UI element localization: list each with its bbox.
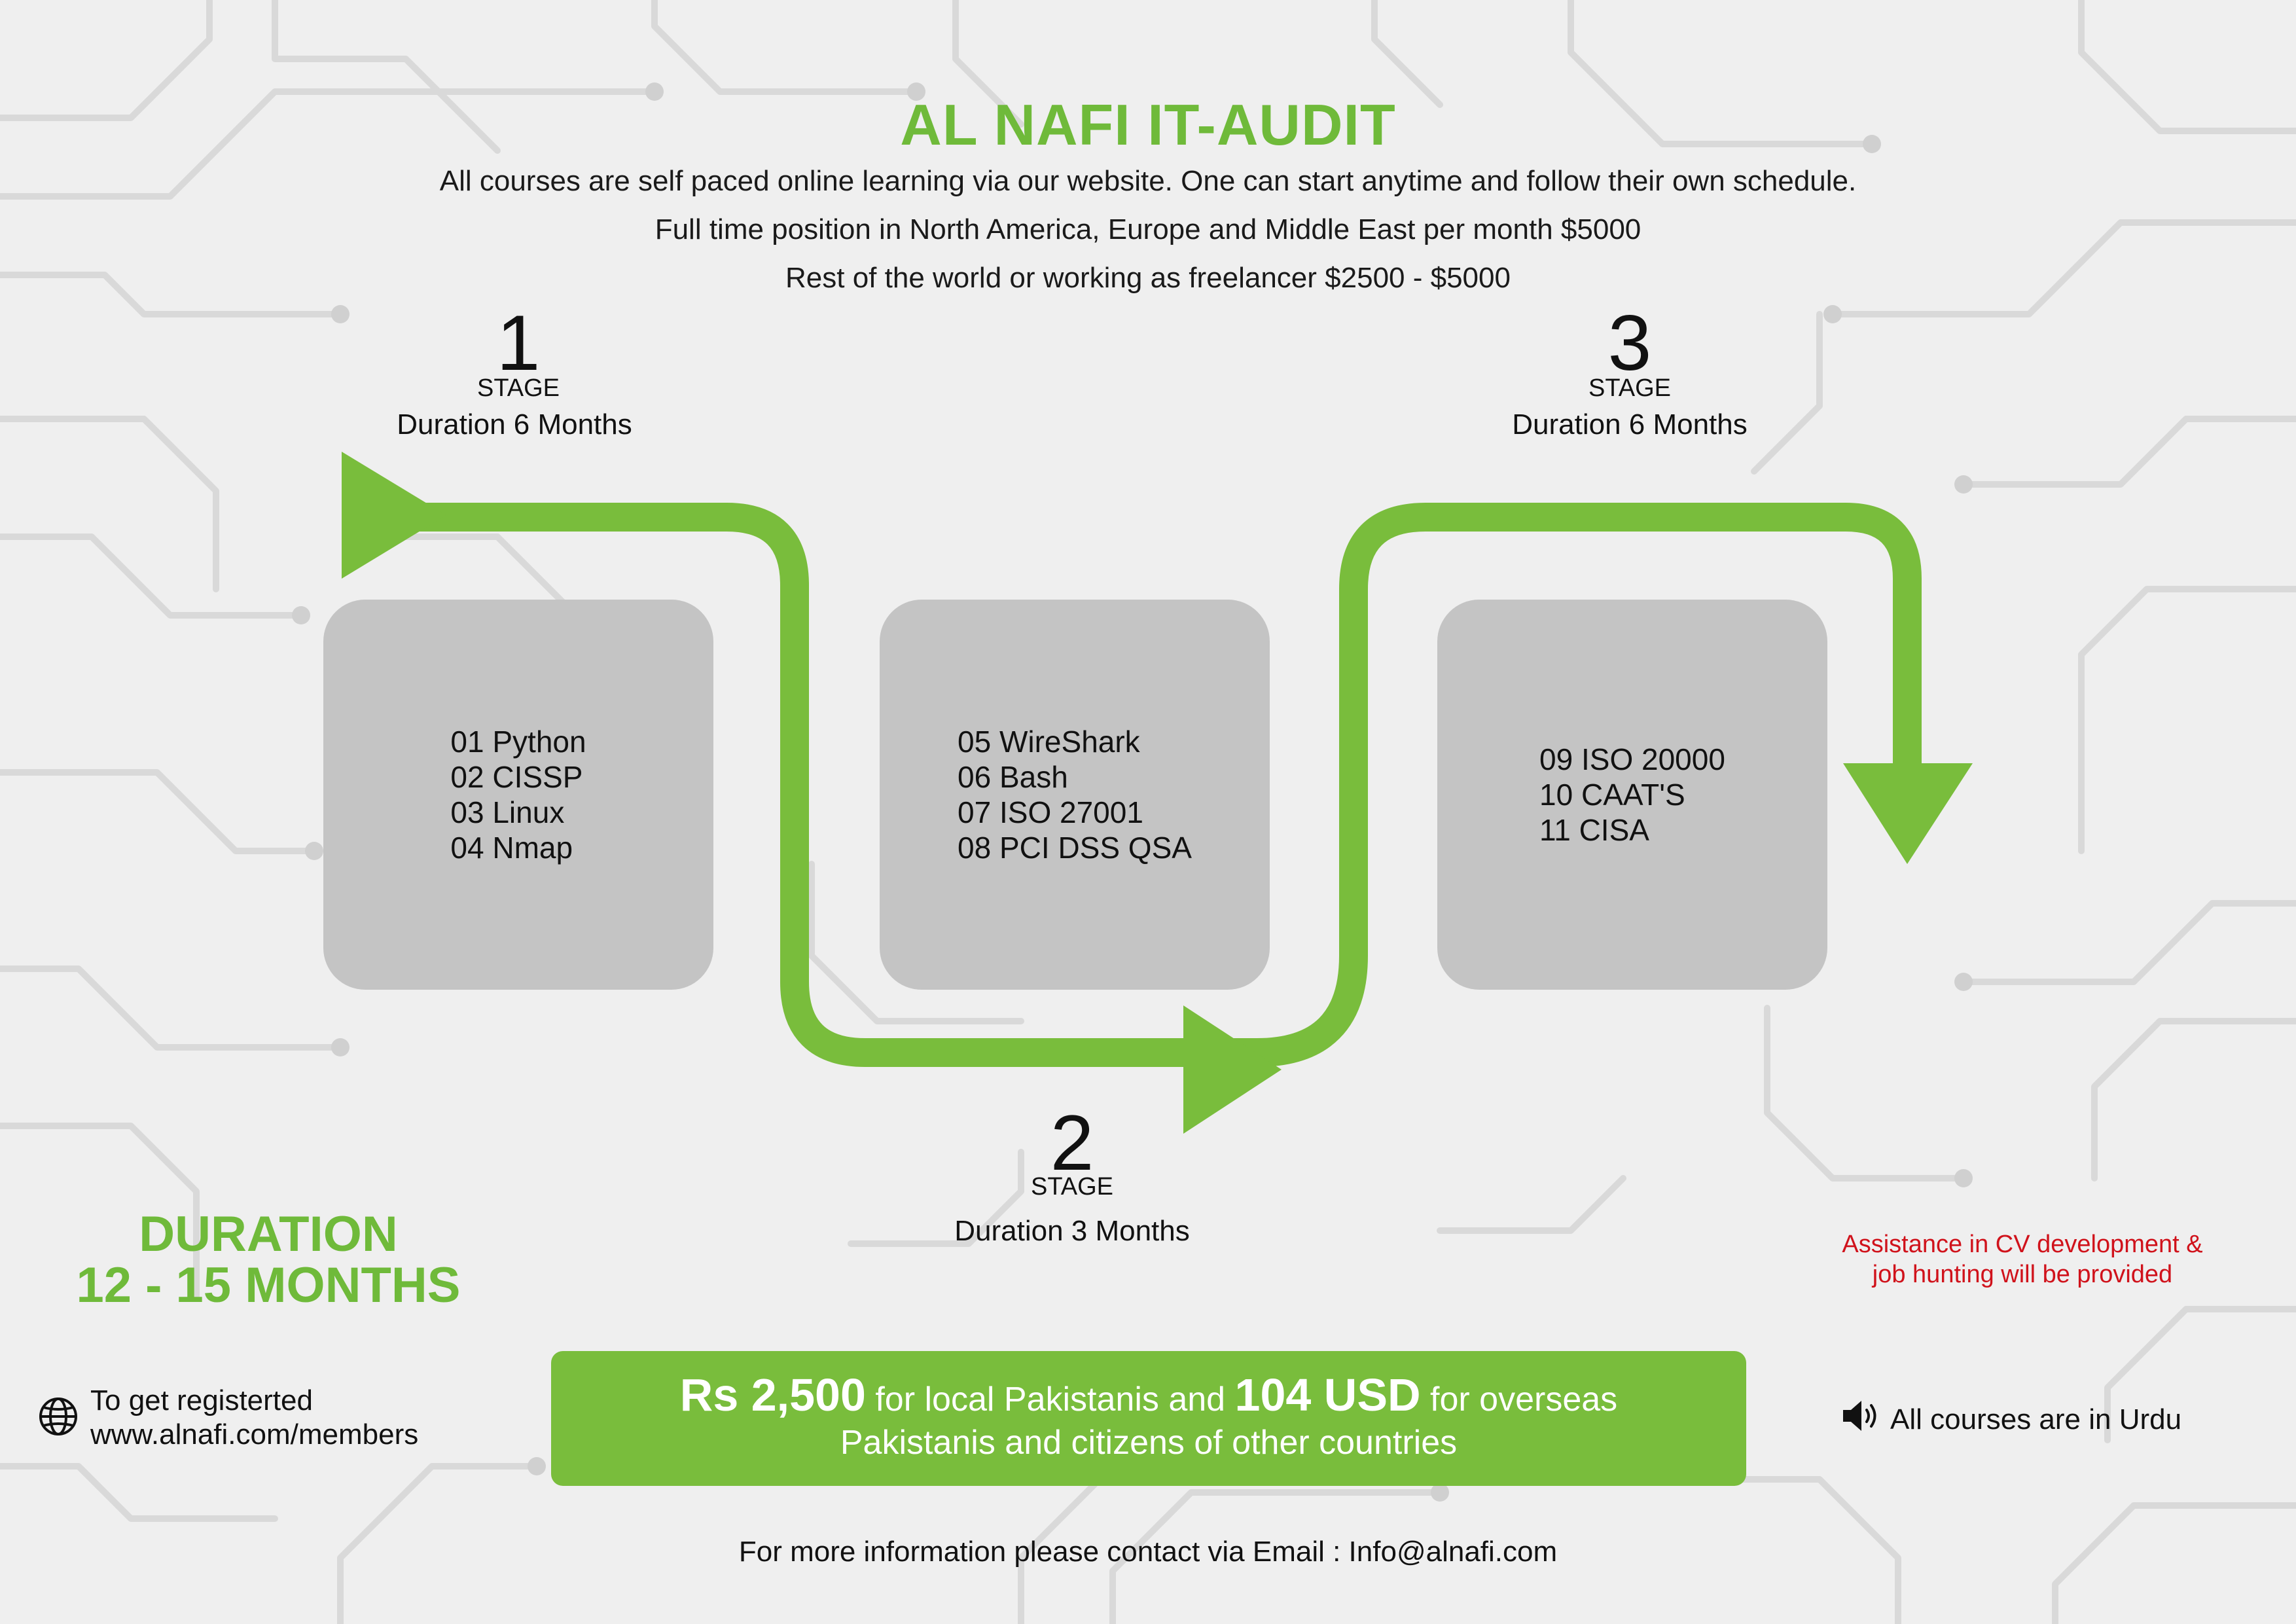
header-line-2: Full time position in North America, Eur… xyxy=(655,213,1641,245)
stage-1-duration: Duration 6 Months xyxy=(397,408,632,441)
total-duration-heading: DURATION xyxy=(139,1206,398,1262)
course-item: 06 Bash xyxy=(958,760,1068,794)
stage-2-duration: Duration 3 Months xyxy=(954,1215,1190,1247)
stage-2-label: STAGE xyxy=(1031,1173,1113,1200)
total-duration-value: 12 - 15 MONTHS xyxy=(76,1257,461,1313)
course-item: 08 PCI DSS QSA xyxy=(958,831,1192,865)
registration-info: To get registerted www.alnafi.com/member… xyxy=(38,1384,418,1452)
stage-2-course-list: 05 WireShark 06 Bash 07 ISO 27001 08 PCI… xyxy=(958,724,1192,865)
overseas-price: 104 USD xyxy=(1234,1369,1421,1420)
course-item: 11 CISA xyxy=(1539,813,1649,847)
stage-1-number: 1 xyxy=(496,299,541,387)
stage-3-label: STAGE xyxy=(1588,374,1671,402)
flow-start-arrowhead xyxy=(342,452,446,579)
flow-end-arrowhead xyxy=(1843,763,1973,864)
stage-3-number: 3 xyxy=(1607,299,1652,387)
flow-mid-arrowhead xyxy=(1183,1005,1282,1134)
header-line-3: Rest of the world or working as freelanc… xyxy=(785,262,1511,294)
overseas-price-text: for overseas xyxy=(1430,1380,1618,1418)
course-item: 04 Nmap xyxy=(450,831,573,865)
course-item: 10 CAAT'S xyxy=(1539,778,1685,812)
course-item: 01 Python xyxy=(450,725,586,759)
registration-line-1: To get registerted xyxy=(90,1384,313,1416)
language-text: All courses are in Urdu xyxy=(1890,1403,2182,1435)
stage-2-number: 2 xyxy=(1050,1099,1094,1187)
registration-text: To get registerted www.alnafi.com/member… xyxy=(90,1384,418,1452)
language-note: All courses are in Urdu xyxy=(1840,1398,2181,1441)
stage-1-course-box: 01 Python 02 CISSP 03 Linux 04 Nmap xyxy=(323,600,713,990)
stage-3-course-box: 09 ISO 20000 10 CAAT'S 11 CISA xyxy=(1437,600,1827,990)
registration-link[interactable]: www.alnafi.com/members xyxy=(90,1418,419,1451)
assistance-note-line-1: Assistance in CV development & xyxy=(1842,1231,2203,1258)
stage-2-course-box: 05 WireShark 06 Bash 07 ISO 27001 08 PCI… xyxy=(880,600,1270,990)
course-item: 05 WireShark xyxy=(958,725,1140,759)
course-item: 07 ISO 27001 xyxy=(958,795,1143,829)
speaker-icon xyxy=(1840,1398,1881,1441)
local-price: Rs 2,500 xyxy=(679,1369,866,1420)
course-item: 03 Linux xyxy=(450,795,565,829)
stage-1-label: STAGE xyxy=(477,374,560,402)
flow-path xyxy=(393,503,1922,1067)
globe-icon xyxy=(38,1396,79,1440)
stage-3-duration: Duration 6 Months xyxy=(1512,408,1748,441)
pricing-line-2: Pakistanis and citizens of other countri… xyxy=(840,1423,1458,1462)
pricing-banner: Rs 2,500 for local Pakistanis and 104 US… xyxy=(551,1351,1746,1486)
page-title: AL NAFI IT-AUDIT xyxy=(900,92,1396,157)
course-item: 09 ISO 20000 xyxy=(1539,742,1725,776)
pricing-line-1: Rs 2,500 for local Pakistanis and 104 US… xyxy=(680,1372,1618,1421)
stage-3-course-list: 09 ISO 20000 10 CAAT'S 11 CISA xyxy=(1539,742,1725,848)
course-item: 02 CISSP xyxy=(450,760,583,794)
stage-1-course-list: 01 Python 02 CISSP 03 Linux 04 Nmap xyxy=(450,724,586,865)
local-price-text: for local Pakistanis and xyxy=(875,1380,1226,1418)
assistance-note-line-2: job hunting will be provided xyxy=(1872,1261,2173,1288)
contact-footer: For more information please contact via … xyxy=(738,1536,1558,1568)
header-line-1: All courses are self paced online learni… xyxy=(439,165,1857,197)
